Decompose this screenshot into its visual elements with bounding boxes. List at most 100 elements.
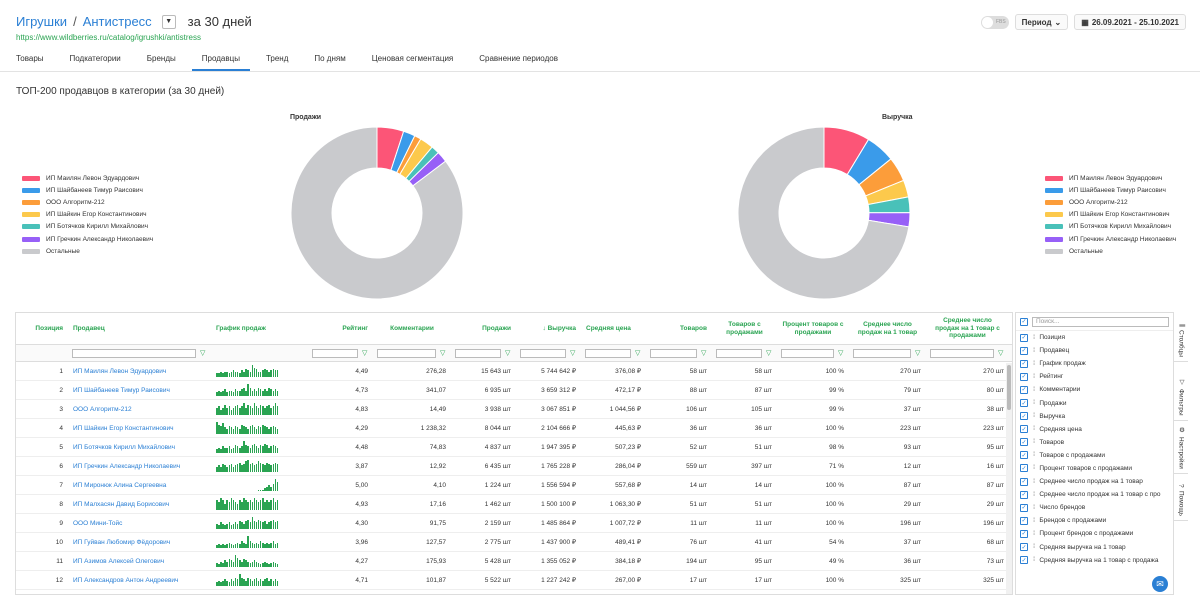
- slice-остальные[interactable]: [290, 126, 464, 300]
- column-header-rating[interactable]: Рейтинг: [342, 324, 368, 332]
- column-header-goods_sales[interactable]: Товаров с продажами: [726, 321, 763, 336]
- crumb-subcategory[interactable]: Антистресс: [82, 14, 152, 29]
- filter-input[interactable]: [930, 348, 994, 358]
- drag-handle-icon[interactable]: ⁞⁞: [1033, 373, 1036, 380]
- cell-seller[interactable]: ИП Ботячков Кирилл Михайлович: [73, 443, 176, 451]
- filter-icon[interactable]: ▽: [998, 349, 1004, 357]
- column-checkbox[interactable]: ✓: [1020, 425, 1028, 434]
- column-header-revenue[interactable]: ↓ Выручка: [542, 324, 576, 332]
- drag-handle-icon[interactable]: ⁞⁞: [1033, 491, 1036, 498]
- filter-icon[interactable]: ▽: [838, 349, 844, 357]
- table-row[interactable]: 12 ИП Александров Антон Андреевич 4,71 101,…: [16, 571, 1012, 590]
- column-checkbox[interactable]: ✓: [1020, 503, 1028, 512]
- tab-4[interactable]: Тренд: [265, 54, 289, 63]
- column-toggle-item[interactable]: ✓ ⁞⁞ Товаров: [1016, 436, 1173, 449]
- tab-5[interactable]: По дням: [314, 54, 346, 63]
- cell-seller[interactable]: ИП Шайбанеев Тимур Раисович: [73, 386, 170, 394]
- filter-icon[interactable]: ▽: [570, 349, 576, 357]
- column-checkbox[interactable]: ✓: [1020, 385, 1028, 394]
- column-toggle-item[interactable]: ✓ ⁞⁞ График продаж: [1016, 357, 1173, 370]
- column-checkbox[interactable]: ✓: [1020, 333, 1028, 342]
- cell-seller[interactable]: ИП Гуйван Любомир Фёдорович: [73, 538, 171, 546]
- scrollbar-thumb[interactable]: [1007, 365, 1011, 410]
- side-tab-0[interactable]: ⫼ Столбцы: [1174, 320, 1188, 362]
- legend-item[interactable]: ИП Шайкин Егор Константинович: [22, 209, 153, 221]
- column-checkbox[interactable]: ✓: [1020, 516, 1028, 525]
- cell-seller[interactable]: ИП Малхасян Давид Борисович: [73, 500, 170, 508]
- column-checkbox[interactable]: ✓: [1020, 451, 1028, 460]
- drag-handle-icon[interactable]: ⁞⁞: [1033, 334, 1036, 341]
- filter-icon[interactable]: ▽: [505, 349, 511, 357]
- column-header-avg2[interactable]: Среднее число продаж на 1 товар с продаж…: [935, 317, 1000, 340]
- cell-seller[interactable]: ООО Алгоритм-212: [73, 405, 132, 413]
- column-toggle-item[interactable]: ✓ ⁞⁞ Продажи: [1016, 396, 1173, 409]
- column-toggle-item[interactable]: ✓ ⁞⁞ Брендов с продажами: [1016, 514, 1173, 527]
- column-toggle-item[interactable]: ✓ ⁞⁞ Товаров с продажами: [1016, 449, 1173, 462]
- slice-остальные[interactable]: [737, 126, 910, 300]
- crumb-category[interactable]: Игрушки: [16, 14, 68, 29]
- side-tab-2[interactable]: ⚙ Настройки: [1174, 422, 1188, 474]
- tab-3[interactable]: Продавцы: [191, 54, 250, 71]
- legend-item[interactable]: ИП Маилян Левон Эдуардович: [1045, 172, 1176, 184]
- cell-seller[interactable]: ИП Гречкин Александр Николаевич: [73, 462, 181, 470]
- table-row[interactable]: 4 ИП Шайкин Егор Константинович 4,29 1 238,…: [16, 419, 1012, 438]
- legend-item[interactable]: ИП Гречкин Александр Николаевич: [1045, 233, 1176, 245]
- drag-handle-icon[interactable]: ⁞⁞: [1033, 413, 1036, 420]
- legend-item[interactable]: ИП Ботячков Кирилл Михайлович: [22, 221, 153, 233]
- column-toggle-item[interactable]: ✓ ⁞⁞ Выручка: [1016, 410, 1173, 423]
- filter-icon[interactable]: ▽: [440, 349, 446, 357]
- chevron-down-icon[interactable]: ▼: [161, 14, 176, 29]
- chat-icon[interactable]: ✉: [1152, 576, 1168, 592]
- filter-input[interactable]: [650, 348, 697, 358]
- drag-handle-icon[interactable]: ⁞⁞: [1033, 478, 1036, 485]
- column-checkbox[interactable]: ✓: [1020, 399, 1028, 408]
- column-header-comments[interactable]: Комментарии: [390, 324, 434, 332]
- table-row[interactable]: 9 ООО Мини-Тойс 4,30 91,75 2 159 шт 1 485 864…: [16, 514, 1012, 533]
- column-header-avg_price[interactable]: Средняя цена: [586, 324, 631, 332]
- drag-handle-icon[interactable]: ⁞⁞: [1033, 517, 1036, 524]
- column-checkbox[interactable]: ✓: [1020, 490, 1028, 499]
- filter-icon[interactable]: ▽: [766, 349, 772, 357]
- category-url[interactable]: https://www.wildberries.ru/catalog/igrus…: [16, 33, 201, 42]
- column-header-pos[interactable]: Позиция: [35, 324, 63, 332]
- legend-item[interactable]: ООО Алгоритм-212: [22, 196, 153, 208]
- column-toggle-item[interactable]: ✓ ⁞⁞ Средняя выручка на 1 товар: [1016, 541, 1173, 554]
- column-header-pct[interactable]: Процент товаров с продажами: [782, 321, 844, 336]
- table-row[interactable]: 6 ИП Гречкин Александр Николаевич 3,87 12,9…: [16, 457, 1012, 476]
- cell-seller[interactable]: ООО Мини-Тойс: [73, 519, 123, 527]
- column-toggle-item[interactable]: ✓ ⁞⁞ Средняя цена: [1016, 423, 1173, 436]
- cell-seller[interactable]: ИП Александров Антон Андреевич: [73, 576, 179, 584]
- filter-input[interactable]: [781, 348, 834, 358]
- column-header-goods[interactable]: Товаров: [680, 324, 707, 332]
- filter-icon[interactable]: ▽: [200, 349, 206, 357]
- column-header-avg1[interactable]: Среднее число продаж на 1 товар: [857, 321, 918, 336]
- legend-item[interactable]: ИП Шайбанеев Тимур Раисович: [1045, 184, 1176, 196]
- column-toggle-item[interactable]: ✓ ⁞⁞ Среднее число продаж на 1 товар с про: [1016, 488, 1173, 501]
- column-checkbox[interactable]: ✓: [1020, 346, 1028, 355]
- filter-input[interactable]: [716, 348, 762, 358]
- legend-item[interactable]: ИП Маилян Левон Эдуардович: [22, 172, 153, 184]
- period-button[interactable]: Период ⌄: [1014, 14, 1069, 30]
- legend-item[interactable]: Остальные: [1045, 245, 1176, 257]
- column-header-seller[interactable]: Продавец: [73, 324, 105, 332]
- table-row[interactable]: 7 ИП Миронюк Алина Сергеевна 5,00 4,10 1 224…: [16, 476, 1012, 495]
- column-checkbox[interactable]: ✓: [1020, 477, 1028, 486]
- side-tab-3[interactable]: ? Помощь: [1174, 480, 1188, 521]
- drag-handle-icon[interactable]: ⁞⁞: [1033, 360, 1036, 367]
- column-checkbox[interactable]: ✓: [1020, 556, 1028, 565]
- column-checkbox[interactable]: ✓: [1020, 438, 1028, 447]
- column-toggle-item[interactable]: ✓ ⁞⁞ Среднее число продаж на 1 товар: [1016, 475, 1173, 488]
- column-toggle-item[interactable]: ✓ ⁞⁞ Позиция: [1016, 331, 1173, 344]
- column-toggle-item[interactable]: ✓ ⁞⁞ Средняя выручка на 1 товар с продажа: [1016, 554, 1173, 567]
- column-checkbox[interactable]: ✓: [1020, 543, 1028, 552]
- column-checkbox[interactable]: ✓: [1020, 529, 1028, 538]
- legend-item[interactable]: ИП Шайбанеев Тимур Раисович: [22, 184, 153, 196]
- tab-1[interactable]: Подкатегории: [69, 54, 121, 63]
- columns-search-input[interactable]: Поиск...: [1032, 316, 1169, 327]
- column-toggle-item[interactable]: ✓ ⁞⁞ Комментарии: [1016, 383, 1173, 396]
- filter-input[interactable]: [312, 348, 358, 358]
- column-toggle-item[interactable]: ✓ ⁞⁞ Продавец: [1016, 344, 1173, 357]
- cell-seller[interactable]: ИП Азимов Алексей Олегович: [73, 557, 165, 565]
- legend-item[interactable]: ИП Ботячков Кирилл Михайлович: [1045, 221, 1176, 233]
- drag-handle-icon[interactable]: ⁞⁞: [1033, 426, 1036, 433]
